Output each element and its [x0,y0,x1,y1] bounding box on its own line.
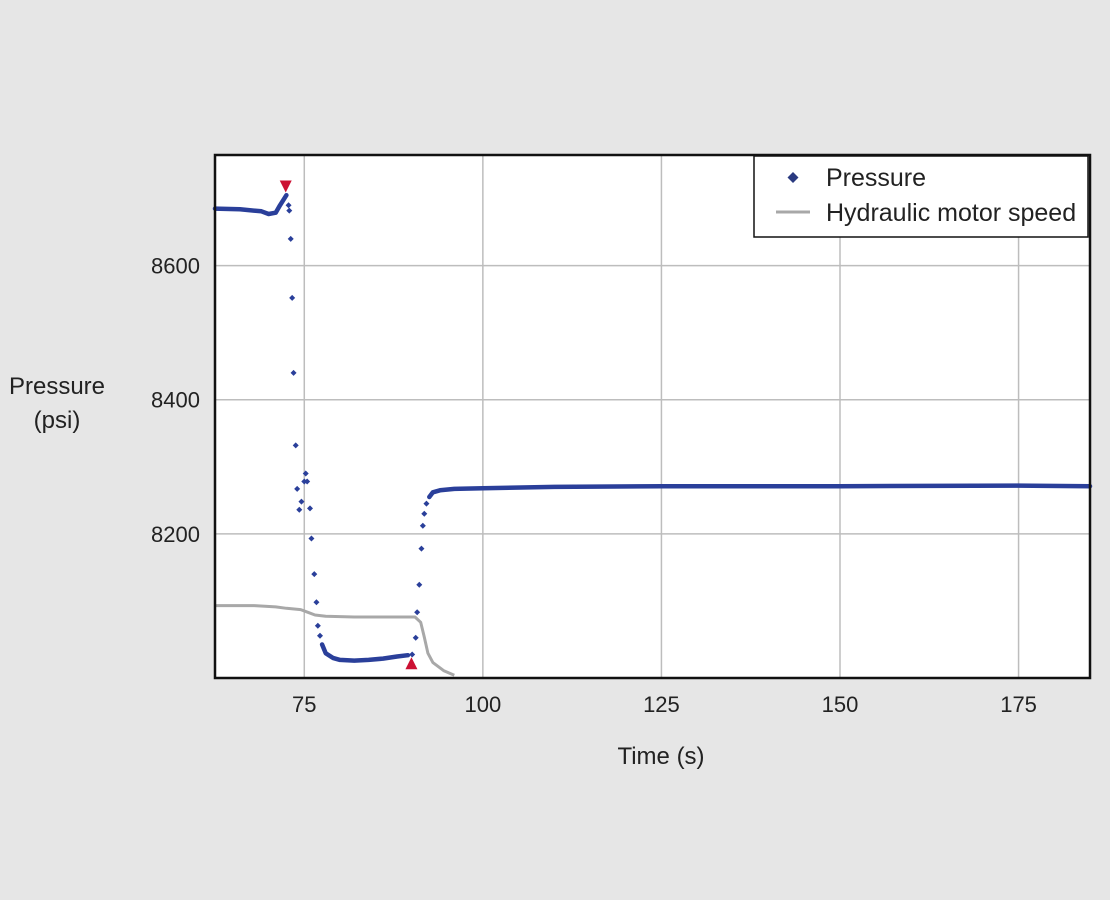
pressure-point [414,609,421,616]
pressure-point [314,622,321,629]
x-tick-label: 100 [464,692,501,717]
pressure-point [418,545,425,552]
x-tick-label: 150 [822,692,859,717]
pressure-point [290,369,297,376]
pressure-dense-segment [319,642,411,663]
plot-area-frame [213,153,1092,680]
pressure-point [416,581,423,588]
pressure-point [302,470,309,477]
event-markers [279,180,418,670]
pressure-point [292,442,299,449]
pressure-point [286,207,293,214]
pressure-point [419,522,426,529]
pressure-point [304,478,311,485]
pressure-point [412,634,419,641]
x-tick-labels: 75 100 125 150 175 [292,692,1037,717]
x-tick-label: 125 [643,692,680,717]
grid-lines [215,155,1090,678]
pressure-point [289,294,296,301]
plot-background [215,155,1090,678]
pressure-dense-segment [212,192,289,217]
y-tick-labels: 8200 8400 8600 [151,254,200,547]
pressure-point [287,235,294,242]
pressure-point [298,498,305,505]
x-tick-label: 75 [292,692,316,717]
motor-speed-line [215,604,455,677]
pressure-point [313,599,320,606]
pressure-point [423,500,430,507]
legend-diamond-icon [787,172,799,183]
triangle-up-marker-icon [405,657,418,670]
pressure-point [307,505,313,512]
y-axis-title-line1: Pressure [9,373,105,400]
pressure-point [285,202,292,209]
legend-label-motor-speed: Hydraulic motor speed [826,199,1076,227]
pressure-point [308,535,315,542]
legend-label-pressure: Pressure [826,164,926,192]
pressure-point [317,632,323,639]
pressure-point [311,571,318,578]
pressure-point [294,485,301,492]
legend: Pressure Hydraulic motor speed [753,155,1089,238]
legend-box [753,155,1089,238]
x-axis-title: Time (s) [617,743,704,770]
x-tick-label: 175 [1000,692,1037,717]
y-tick-label: 8400 [151,388,200,413]
triangle-down-marker-icon [279,180,292,193]
pressure-point [421,510,428,517]
pressure-point [296,506,303,513]
pressure-dense-segment [427,483,1093,500]
y-tick-label: 8600 [151,254,200,279]
y-axis-title-line2: (psi) [34,407,81,434]
y-tick-label: 8200 [151,522,200,547]
series-layer [212,192,1093,677]
pressure-point [409,651,416,658]
